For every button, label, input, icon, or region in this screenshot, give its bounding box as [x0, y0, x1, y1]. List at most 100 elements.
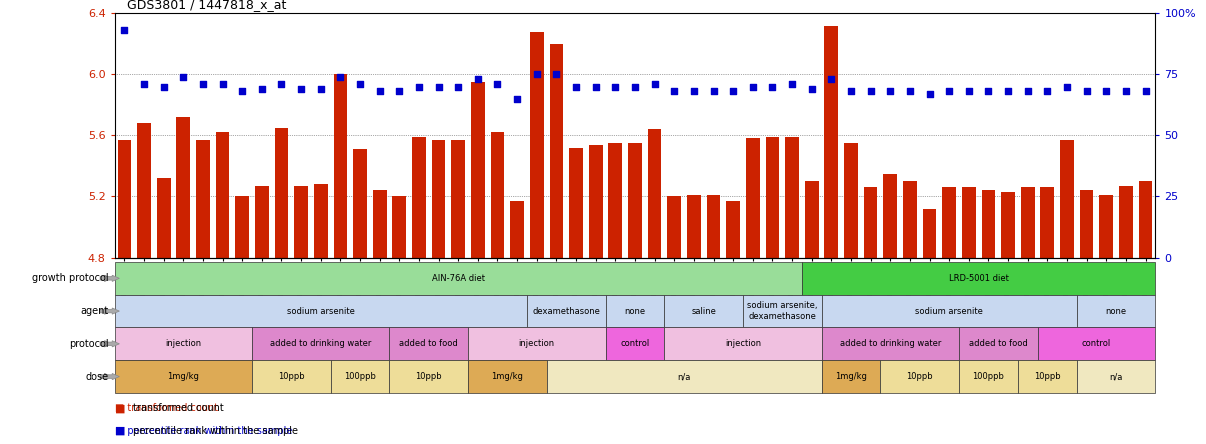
Bar — [785, 137, 798, 258]
Bar — [373, 190, 387, 258]
Bar — [235, 196, 250, 258]
Point — [999, 88, 1018, 95]
Bar — [923, 209, 936, 258]
Bar — [766, 137, 779, 258]
Bar — [726, 201, 740, 258]
Point — [724, 88, 743, 95]
Bar — [962, 187, 976, 258]
Point — [292, 85, 311, 93]
Point — [920, 91, 939, 98]
Point — [271, 81, 291, 88]
Bar — [1020, 187, 1035, 258]
Point — [370, 88, 390, 95]
Bar — [1041, 187, 1054, 258]
Text: injection: injection — [165, 339, 201, 349]
Bar — [804, 181, 819, 258]
Bar — [589, 145, 603, 258]
Point — [213, 81, 233, 88]
Text: added to food: added to food — [399, 339, 458, 349]
Point — [821, 75, 841, 83]
Point — [704, 88, 724, 95]
Text: 1mg/kg: 1mg/kg — [835, 372, 867, 381]
Bar — [844, 143, 857, 258]
Text: added to food: added to food — [968, 339, 1028, 349]
Point — [626, 83, 645, 90]
Point — [783, 81, 802, 88]
Point — [233, 88, 252, 95]
Bar — [883, 174, 897, 258]
Point — [586, 83, 605, 90]
Bar — [412, 137, 426, 258]
Bar — [137, 123, 151, 258]
Point — [546, 71, 566, 78]
Point — [1117, 88, 1136, 95]
Bar — [392, 196, 406, 258]
Text: dexamethasone: dexamethasone — [532, 306, 601, 316]
Bar — [942, 187, 956, 258]
Bar — [1119, 186, 1132, 258]
Bar — [687, 195, 701, 258]
Point — [1096, 88, 1116, 95]
Bar — [863, 187, 878, 258]
Text: 100ppb: 100ppb — [344, 372, 376, 381]
Point — [115, 27, 134, 34]
Text: sodium arsenite: sodium arsenite — [287, 306, 355, 316]
Text: n/a: n/a — [678, 372, 691, 381]
Point — [1018, 88, 1037, 95]
Bar — [569, 147, 582, 258]
Point — [802, 85, 821, 93]
Point — [743, 83, 762, 90]
Bar — [510, 201, 525, 258]
Text: 10ppb: 10ppb — [1034, 372, 1060, 381]
Text: control: control — [620, 339, 650, 349]
Point — [1077, 88, 1096, 95]
Bar — [1060, 140, 1073, 258]
Bar — [1001, 192, 1015, 258]
Text: 10ppb: 10ppb — [907, 372, 933, 381]
Text: added to drinking water: added to drinking water — [270, 339, 371, 349]
Point — [311, 85, 330, 93]
Point — [959, 88, 978, 95]
Bar — [472, 82, 485, 258]
Point — [193, 81, 212, 88]
Text: 10ppb: 10ppb — [279, 372, 305, 381]
Bar — [707, 195, 720, 258]
Point — [468, 75, 487, 83]
Point — [900, 88, 919, 95]
Bar — [982, 190, 995, 258]
Point — [134, 81, 153, 88]
Text: injection: injection — [725, 339, 761, 349]
Bar — [254, 186, 269, 258]
Text: ■ percentile rank within the sample: ■ percentile rank within the sample — [115, 426, 292, 436]
Text: added to drinking water: added to drinking water — [839, 339, 941, 349]
Text: 10ppb: 10ppb — [415, 372, 443, 381]
Bar — [648, 129, 661, 258]
Point — [330, 73, 350, 80]
Text: 1mg/kg: 1mg/kg — [168, 372, 199, 381]
Bar — [529, 32, 544, 258]
Bar — [432, 140, 445, 258]
Text: AIN-76A diet: AIN-76A diet — [432, 274, 485, 283]
Bar — [117, 140, 131, 258]
Point — [684, 88, 703, 95]
Bar — [825, 25, 838, 258]
Bar — [275, 128, 288, 258]
Point — [429, 83, 449, 90]
Point — [409, 83, 428, 90]
Point — [567, 83, 586, 90]
Bar — [667, 196, 681, 258]
Text: agent: agent — [81, 306, 109, 316]
Point — [1058, 83, 1077, 90]
Text: ■ transformed count: ■ transformed count — [115, 404, 218, 413]
Point — [174, 73, 193, 80]
Text: LRD-5001 diet: LRD-5001 diet — [949, 274, 1008, 283]
Text: dose: dose — [86, 372, 109, 381]
Text: saline: saline — [691, 306, 716, 316]
Point — [508, 95, 527, 103]
Text: ■: ■ — [115, 404, 125, 413]
Text: ■: ■ — [115, 426, 125, 436]
Point — [979, 88, 999, 95]
Text: 1mg/kg: 1mg/kg — [491, 372, 523, 381]
Point — [351, 81, 370, 88]
Point — [880, 88, 900, 95]
